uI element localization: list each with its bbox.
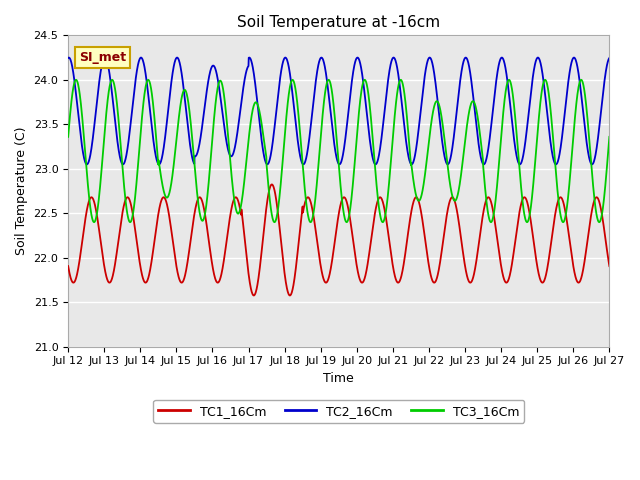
X-axis label: Time: Time [323,372,354,385]
Y-axis label: Soil Temperature (C): Soil Temperature (C) [15,127,28,255]
Title: Soil Temperature at -16cm: Soil Temperature at -16cm [237,15,440,30]
Text: SI_met: SI_met [79,51,126,64]
Legend: TC1_16Cm, TC2_16Cm, TC3_16Cm: TC1_16Cm, TC2_16Cm, TC3_16Cm [154,400,524,423]
